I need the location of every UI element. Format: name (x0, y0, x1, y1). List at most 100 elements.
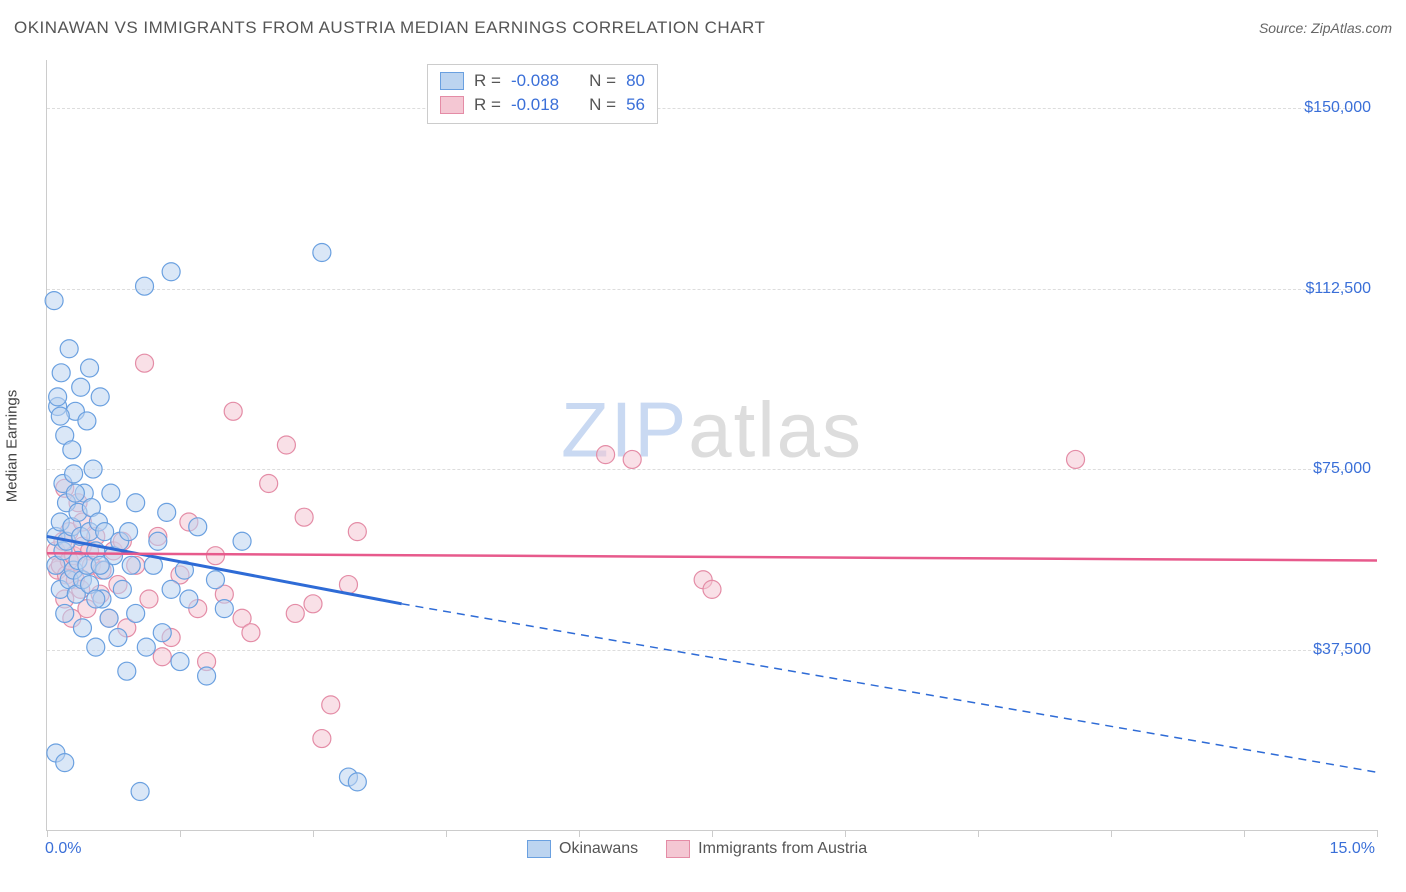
scatter-point (63, 441, 81, 459)
x-tick (313, 830, 314, 837)
scatter-svg (47, 60, 1377, 830)
scatter-point (224, 402, 242, 420)
scatter-point (295, 508, 313, 526)
swatch-b2-icon (666, 840, 690, 858)
scatter-point (140, 590, 158, 608)
scatter-point (180, 590, 198, 608)
stat-n-label-a: N = (589, 69, 616, 93)
scatter-point (703, 580, 721, 598)
x-min-label: 0.0% (45, 840, 81, 858)
stats-row-a: R = -0.088 N = 80 (440, 69, 645, 93)
scatter-point (304, 595, 322, 613)
scatter-point (66, 484, 84, 502)
legend-item-b: Immigrants from Austria (666, 840, 867, 858)
scatter-point (206, 571, 224, 589)
plot-area: ZIPatlas $37,500$75,000$112,500$150,000 … (46, 60, 1377, 831)
scatter-point (60, 340, 78, 358)
x-max-label: 15.0% (1330, 840, 1375, 858)
legend-item-a: Okinawans (527, 840, 638, 858)
scatter-point (242, 624, 260, 642)
source-label: Source: ZipAtlas.com (1259, 20, 1392, 36)
scatter-point (49, 388, 67, 406)
scatter-point (51, 407, 69, 425)
scatter-point (131, 783, 149, 801)
stat-r-value-a: -0.088 (511, 69, 559, 93)
scatter-point (623, 450, 641, 468)
x-tick (1244, 830, 1245, 837)
bottom-legend: Okinawans Immigrants from Austria (527, 834, 867, 858)
scatter-point (127, 604, 145, 622)
swatch-a (440, 72, 464, 90)
scatter-point (348, 523, 366, 541)
stat-n-value-b: 56 (626, 93, 645, 117)
swatch-b (440, 96, 464, 114)
scatter-point (100, 609, 118, 627)
scatter-point (162, 580, 180, 598)
scatter-point (260, 475, 278, 493)
scatter-point (137, 638, 155, 656)
scatter-point (215, 600, 233, 618)
scatter-point (56, 754, 74, 772)
scatter-point (322, 696, 340, 714)
y-axis-label: Median Earnings (4, 390, 21, 503)
x-tick (1111, 830, 1112, 837)
trend-line-b (47, 553, 1377, 560)
scatter-point (109, 629, 127, 647)
scatter-point (45, 292, 63, 310)
scatter-point (78, 412, 96, 430)
scatter-point (198, 667, 216, 685)
x-tick (180, 830, 181, 837)
stat-n-label-b: N = (589, 93, 616, 117)
stat-r-label-a: R = (474, 69, 501, 93)
scatter-point (277, 436, 295, 454)
scatter-point (233, 532, 251, 550)
scatter-point (171, 653, 189, 671)
scatter-point (158, 503, 176, 521)
stats-legend-box: R = -0.088 N = 80 R = -0.018 N = 56 (427, 64, 658, 124)
swatch-a2-icon (527, 840, 551, 858)
legend-label-a: Okinawans (559, 840, 638, 858)
scatter-point (122, 556, 140, 574)
scatter-point (118, 662, 136, 680)
scatter-point (81, 359, 99, 377)
scatter-point (597, 446, 615, 464)
scatter-point (84, 460, 102, 478)
scatter-point (313, 730, 331, 748)
chart-title: OKINAWAN VS IMMIGRANTS FROM AUSTRIA MEDI… (14, 18, 765, 37)
stat-n-value-a: 80 (626, 69, 645, 93)
scatter-point (206, 547, 224, 565)
scatter-point (153, 624, 171, 642)
scatter-point (72, 378, 90, 396)
scatter-point (153, 648, 171, 666)
stats-row-b: R = -0.018 N = 56 (440, 93, 645, 117)
scatter-point (73, 619, 91, 637)
scatter-point (120, 523, 138, 541)
scatter-point (87, 638, 105, 656)
scatter-point (348, 773, 366, 791)
stat-r-value-b: -0.018 (511, 93, 559, 117)
legend-label-b: Immigrants from Austria (698, 840, 867, 858)
scatter-point (136, 354, 154, 372)
scatter-point (127, 494, 145, 512)
scatter-point (91, 556, 109, 574)
scatter-point (313, 244, 331, 262)
scatter-point (91, 388, 109, 406)
scatter-point (113, 580, 131, 598)
stat-r-label-b: R = (474, 93, 501, 117)
x-tick (1377, 830, 1378, 837)
scatter-point (1067, 450, 1085, 468)
scatter-point (189, 518, 207, 536)
scatter-point (136, 277, 154, 295)
scatter-point (52, 364, 70, 382)
scatter-point (286, 604, 304, 622)
scatter-point (87, 590, 105, 608)
scatter-point (65, 465, 83, 483)
scatter-point (149, 532, 167, 550)
scatter-point (102, 484, 120, 502)
scatter-point (56, 604, 74, 622)
scatter-point (339, 576, 357, 594)
x-tick (978, 830, 979, 837)
x-tick (47, 830, 48, 837)
x-tick (446, 830, 447, 837)
trend-line-a-dashed (402, 604, 1377, 772)
